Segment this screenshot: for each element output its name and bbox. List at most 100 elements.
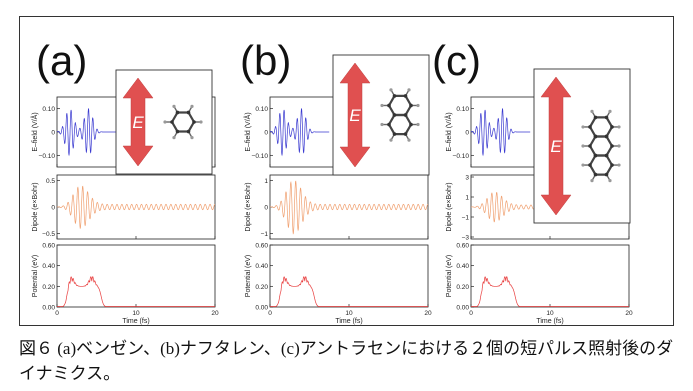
y-tick-label: 1: [264, 178, 268, 185]
x-tick-label: 20: [424, 310, 432, 317]
efield-arrow-icon: [122, 77, 154, 167]
carbon-atom: [387, 103, 391, 108]
carbon-atom: [170, 120, 174, 124]
y-tick-label: 0.40: [456, 263, 469, 270]
y-axis-label: Potential (eV): [446, 255, 453, 297]
hydrogen-atom: [590, 179, 594, 183]
y-axis-label: Dipole (e×Bohr): [245, 182, 252, 231]
y-tick-label: −1: [261, 231, 269, 238]
carbon-atom: [610, 144, 614, 148]
carbon-atom: [403, 113, 408, 117]
subplot-potential: 0.00 0.20 0.40 0.60 0 10 20 Time (fs) Potential …: [245, 243, 432, 326]
hydrogen-atom: [380, 122, 384, 127]
panel-c: (c) −0.10 0 0.10E–field (V/Å) −3 −1 1 3 Dipole (…: [432, 37, 633, 325]
efield-arrow-label: E: [132, 113, 144, 132]
potential-series-line: [471, 276, 629, 307]
hydrogen-atom: [617, 125, 621, 129]
y-tick-label: 0: [465, 130, 469, 137]
hydrogen-atom: [163, 120, 167, 124]
y-tick-label: 0: [264, 130, 268, 137]
y-tick-label: 0.20: [456, 284, 469, 291]
y-axis-label: Potential (eV): [245, 255, 252, 297]
carbon-atom: [604, 115, 609, 120]
y-tick-label: −0.5: [42, 231, 55, 238]
x-axis-label: Time (fs): [536, 318, 563, 325]
panel-a: (a) −0.10 0 0.10E–field (V/Å) −0.5 0 0.5 Dipole…: [30, 37, 219, 325]
y-tick-label: 0.20: [42, 284, 55, 291]
y-tick-label: 0.00: [255, 305, 268, 312]
carbon-atom: [392, 132, 397, 136]
y-tick-label: 0.20: [255, 284, 268, 291]
axes-box: [56, 244, 216, 308]
carbon-atom: [593, 115, 598, 120]
subplot-dipole: −1 0 1 Dipole (e×Bohr): [245, 174, 429, 240]
y-axis-label: E–field (V/Å): [444, 112, 453, 151]
panel-label: (c): [432, 37, 481, 84]
carbon-atom: [588, 144, 592, 148]
carbon-atom: [604, 172, 609, 177]
carbon-atom: [610, 163, 614, 167]
carbon-atom: [593, 153, 598, 158]
efield-series-line: [269, 108, 330, 157]
carbon-atom: [409, 103, 413, 108]
x-tick-label: 20: [211, 310, 219, 317]
y-tick-label: −0.10: [252, 153, 269, 160]
x-tick-label: 0: [55, 310, 59, 317]
carbon-atom: [588, 163, 592, 167]
efield-arrow-icon: [339, 62, 371, 168]
hydrogen-atom: [416, 103, 420, 108]
y-tick-label: 0.40: [255, 263, 268, 270]
hydrogen-atom: [416, 122, 420, 127]
carbon-atom: [403, 132, 408, 136]
y-axis-label: Potential (eV): [32, 255, 39, 297]
hydrogen-atom: [199, 120, 203, 124]
y-tick-label: 1: [465, 195, 469, 202]
hydrogen-atom: [608, 179, 612, 183]
x-tick-label: 10: [132, 310, 140, 317]
y-tick-label: 0.10: [456, 106, 469, 113]
y-axis-label: Dipole (e×Bohr): [446, 182, 453, 231]
carbon-atom: [392, 113, 397, 117]
benzene-icon: E: [115, 69, 213, 175]
y-tick-label: 0.60: [255, 243, 268, 250]
y-tick-label: 0.60: [42, 243, 55, 250]
x-tick-label: 20: [625, 310, 633, 317]
y-axis-label: Dipole (e×Bohr): [32, 182, 39, 231]
subplot-potential: 0.00 0.20 0.40 0.60 0 10 20 Time (fs) Potential …: [32, 243, 219, 326]
x-tick-label: 0: [268, 310, 272, 317]
figure-frame: (a) −0.10 0 0.10 E–field (V/Å) −0.5 0 0.5 Dipole…: [19, 16, 674, 326]
hydrogen-atom: [617, 144, 621, 148]
carbon-atom: [387, 122, 391, 127]
subplot-potential: 0.00 0.20 0.40 0.60 0 10 20 Time (fs) Potential …: [446, 243, 633, 326]
y-tick-label: 0.00: [456, 305, 469, 312]
hydrogen-atom: [608, 109, 612, 113]
carbon-atom: [392, 94, 397, 98]
anthracene-icon: E: [533, 68, 631, 224]
hydrogen-atom: [581, 144, 585, 148]
efield-arrow-label: E: [349, 106, 361, 125]
carbon-atom: [175, 129, 180, 134]
dipole-series-line: [57, 185, 216, 230]
y-tick-label: 0.00: [42, 305, 55, 312]
hydrogen-atom: [389, 138, 393, 142]
carbon-atom: [175, 110, 180, 115]
axes-box: [56, 174, 216, 240]
y-tick-label: 3: [465, 175, 469, 182]
y-tick-label: 0: [51, 205, 55, 212]
y-tick-label: 0: [264, 205, 268, 212]
x-axis-label: Time (fs): [335, 318, 362, 325]
carbon-atom: [409, 122, 413, 127]
carbon-atom: [593, 172, 598, 177]
y-tick-label: 0: [51, 130, 55, 137]
y-tick-label: 0.40: [42, 263, 55, 270]
axes-box: [269, 244, 429, 308]
carbon-atom: [604, 153, 609, 158]
carbon-atom: [588, 125, 592, 129]
subplot-dipole: −0.5 0 0.5 Dipole (e×Bohr): [32, 174, 216, 240]
efield-arrow-icon: [540, 76, 572, 216]
carbon-atom: [192, 120, 196, 124]
hydrogen-atom: [380, 103, 384, 108]
hydrogen-atom: [590, 109, 594, 113]
efield-series-line: [470, 108, 531, 157]
